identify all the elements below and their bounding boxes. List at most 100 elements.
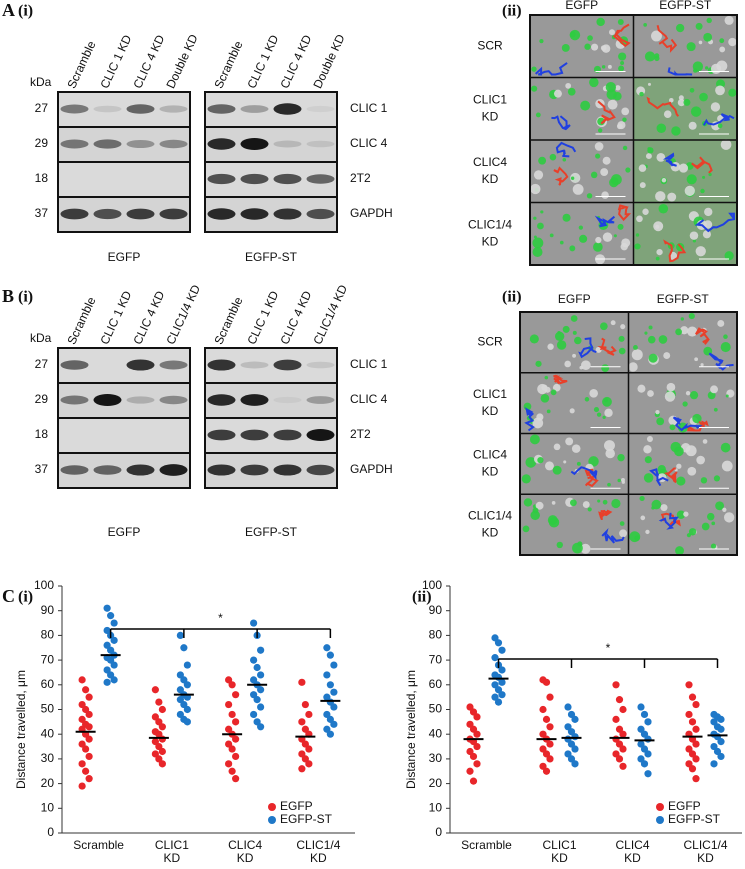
y-tick-label: 100 <box>422 578 442 592</box>
lane-label: CLIC 1 KD <box>97 32 134 90</box>
y-tick-label: 60 <box>41 677 55 691</box>
column-label: EGFP <box>558 292 591 306</box>
track <box>691 156 713 174</box>
cell <box>537 222 544 230</box>
cell <box>532 247 543 258</box>
x-tick-label: CLIC4 <box>615 838 649 852</box>
cell <box>719 38 725 44</box>
cell <box>569 408 575 414</box>
legend-marker <box>656 803 664 811</box>
cell <box>696 455 705 465</box>
data-point <box>546 755 554 763</box>
cell <box>631 349 643 361</box>
cell <box>621 107 630 116</box>
data-point <box>225 700 233 709</box>
data-point <box>571 745 579 753</box>
significance-label: * <box>218 611 223 625</box>
track <box>667 67 693 76</box>
column-label: EGFP-ST <box>659 0 712 12</box>
cell <box>676 23 685 33</box>
y-tick-label: 50 <box>429 702 443 716</box>
cell <box>720 139 732 150</box>
cell <box>544 375 549 380</box>
cell <box>647 390 654 397</box>
cell <box>522 525 530 533</box>
cell <box>686 174 697 185</box>
data-point <box>110 676 118 684</box>
blot-band <box>159 208 188 220</box>
blot-band <box>159 139 188 149</box>
data-point <box>469 777 478 785</box>
cell <box>548 517 560 528</box>
kda-label: kDa <box>30 331 52 345</box>
cell <box>609 29 615 36</box>
cell <box>562 158 567 162</box>
data-point <box>498 691 506 699</box>
cell <box>675 546 685 556</box>
cell <box>707 391 716 400</box>
cell <box>600 168 609 177</box>
micrograph-bg <box>530 202 634 265</box>
cell <box>717 123 723 129</box>
data-point <box>85 723 93 731</box>
micrograph <box>628 433 737 495</box>
blot-band <box>126 396 155 404</box>
cell <box>724 251 734 261</box>
cell <box>571 444 581 453</box>
blot-band <box>60 208 89 220</box>
cell <box>574 336 582 345</box>
cell <box>532 237 544 249</box>
cell <box>666 382 676 392</box>
track <box>687 420 709 432</box>
cell <box>644 331 648 335</box>
blot-strip <box>57 417 191 454</box>
data-point <box>110 661 118 669</box>
cell <box>634 535 640 541</box>
group-label: EGFP-ST <box>245 525 298 539</box>
micrograph <box>633 77 737 140</box>
x-tick-label: CLIC1 <box>542 838 576 852</box>
row-label: KD <box>482 404 499 418</box>
cell <box>537 457 544 464</box>
cell <box>532 507 539 514</box>
y-tick-label: 0 <box>47 825 54 839</box>
cell <box>600 322 608 331</box>
cell <box>633 345 638 350</box>
data-point <box>158 747 166 756</box>
panel-sub: (ii) <box>502 3 522 20</box>
cell <box>695 22 703 30</box>
data-point <box>546 740 554 748</box>
data-point <box>688 693 697 701</box>
cell <box>533 170 544 180</box>
data-point <box>155 698 163 706</box>
data-point <box>494 698 503 706</box>
data-point <box>232 691 240 699</box>
cell <box>676 476 686 486</box>
blot-band <box>273 140 302 148</box>
cell <box>601 44 611 53</box>
cell <box>728 37 737 47</box>
y-tick-label: 20 <box>429 776 443 790</box>
blot-band <box>207 359 236 371</box>
data-point <box>305 745 313 753</box>
data-point <box>82 686 90 694</box>
blot-band <box>207 208 236 220</box>
data-point <box>473 742 481 751</box>
cell <box>678 163 689 173</box>
data-point <box>571 733 579 741</box>
micrograph <box>633 202 737 265</box>
y-tick-label: 90 <box>429 603 443 617</box>
cell <box>651 506 655 510</box>
protein-label: 2T2 <box>350 427 371 441</box>
cell <box>581 360 591 371</box>
blot-band <box>306 464 335 476</box>
cell <box>710 63 722 75</box>
chart-title: (i) <box>18 589 33 606</box>
track <box>663 239 687 263</box>
cell <box>675 328 683 336</box>
track <box>578 337 597 359</box>
cell <box>676 463 682 469</box>
blot-band <box>273 464 302 476</box>
data-point <box>330 661 338 669</box>
data-point <box>107 612 115 620</box>
